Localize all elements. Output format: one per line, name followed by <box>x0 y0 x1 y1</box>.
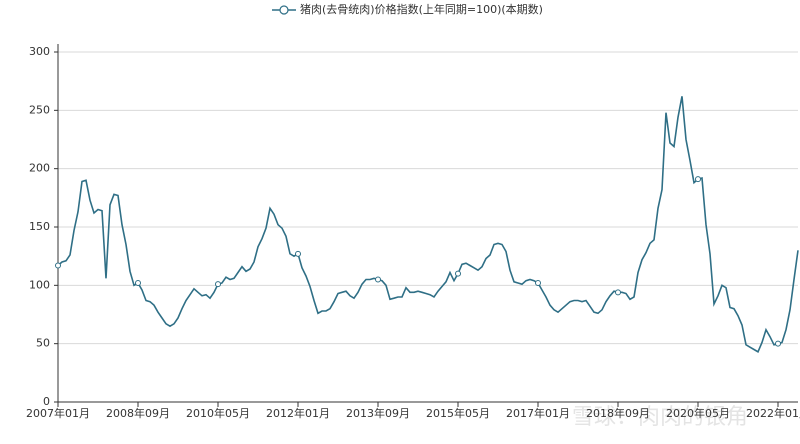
legend-marker <box>279 5 289 15</box>
x-tick-label: 2015年05月 <box>426 406 490 420</box>
y-tick-label: 200 <box>29 162 50 175</box>
point <box>455 270 461 277</box>
x-tick-label: 2022年01月 <box>746 406 800 420</box>
point <box>135 280 141 286</box>
point <box>535 280 541 286</box>
point <box>695 176 701 183</box>
legend-label: 猪肉(去骨统肉)价格指数(上年同期=100)(本期数) <box>300 2 543 16</box>
point <box>615 289 621 296</box>
point <box>775 340 781 347</box>
y-tick-label: 0 <box>43 395 50 408</box>
series-line <box>57 96 799 353</box>
point <box>55 262 61 269</box>
watermark: 雪球：肉肉的银角 <box>572 405 748 430</box>
point <box>295 250 301 257</box>
x-tick-label: 2020年05月 <box>666 406 730 420</box>
x-tick-label: 2017年01月 <box>506 406 570 420</box>
point <box>215 281 221 288</box>
x-tick-label: 2018年09月 <box>586 406 650 420</box>
point <box>375 276 381 283</box>
x-tick-label: 2008年09月 <box>106 406 170 420</box>
x-tick-label: 2013年09月 <box>346 406 410 420</box>
x-tick-label: 2010年05月 <box>186 406 250 420</box>
y-tick-label: 300 <box>29 45 50 58</box>
y-tick-label: 100 <box>29 278 50 291</box>
y-tick-label: 50 <box>36 337 50 350</box>
x-tick-label: 2007年01月 <box>26 406 90 420</box>
y-tick-label: 250 <box>29 103 50 116</box>
y-tick-label: 150 <box>29 220 50 233</box>
x-tick-label: 2012年01月 <box>266 406 330 420</box>
